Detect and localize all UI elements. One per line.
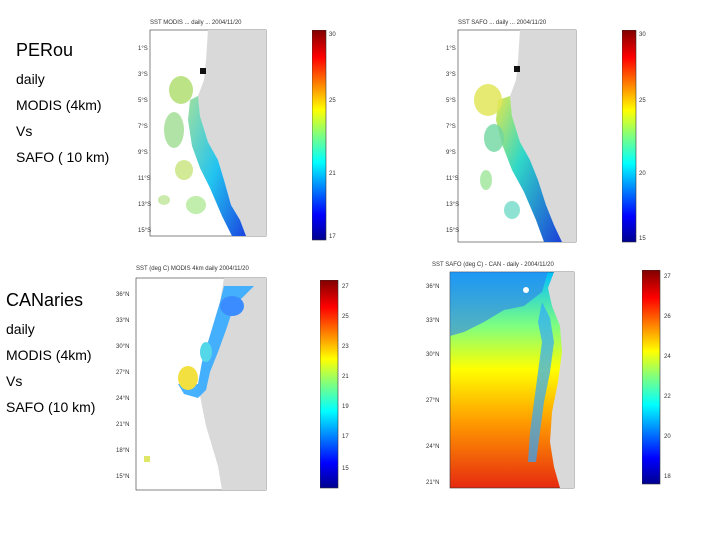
tick-label: 1°S <box>138 46 148 52</box>
tick-label: 11°S <box>446 176 459 182</box>
tick-label: 5°S <box>138 98 148 104</box>
perou-vs: Vs <box>16 123 33 139</box>
tick-label: 5°S <box>446 98 456 104</box>
colorbar-tick: 30 <box>329 32 336 38</box>
tick-label: 13°S <box>138 202 151 208</box>
colorbar-tick: 19 <box>342 404 349 410</box>
map-canaries-modis: SST (deg C) MODIS 4km daily 2004/11/20 3… <box>114 266 364 496</box>
colorbar-tick: 22 <box>664 394 671 400</box>
tick-label: 7°S <box>138 124 148 130</box>
tick-label: 30°N <box>116 344 129 350</box>
tick-label: 15°N <box>116 474 129 480</box>
tick-label: 24°N <box>426 444 439 450</box>
colorbar-tick: 17 <box>342 434 349 440</box>
colorbar-tick: 26 <box>664 314 671 320</box>
map-title: SST SAFO (deg C) - CAN - daily - 2004/11… <box>432 262 554 268</box>
tick-label: 27°N <box>426 398 439 404</box>
colorbar-tick: 25 <box>639 98 646 104</box>
colorbar: 27 26 24 22 20 18 <box>642 270 671 485</box>
tick-label: 24°N <box>116 396 129 402</box>
colorbar-tick: 20 <box>664 434 671 440</box>
tick-label: 15°S <box>446 228 459 234</box>
y-axis-labels: 1°S 3°S 5°S 7°S 9°S 11°S 13°S 15°S <box>138 46 151 234</box>
canaries-title: CANaries <box>6 290 84 310</box>
colorbar-tick: 23 <box>342 344 349 350</box>
colorbar-tick: 27 <box>664 274 671 280</box>
perou-title: PERou <box>16 40 74 60</box>
tick-label: 33°N <box>116 318 129 324</box>
colorbar-tick: 15 <box>639 236 646 242</box>
colorbar: 27 25 23 21 19 17 15 <box>320 280 349 489</box>
canaries-vs: Vs <box>6 373 23 389</box>
tick-label: 36°N <box>426 284 439 290</box>
tick-label: 36°N <box>116 292 129 298</box>
tick-label: 27°N <box>116 370 129 376</box>
colorbar-tick: 18 <box>664 474 671 480</box>
tick-label: 21°N <box>116 422 129 428</box>
map-title: SST SAFO ... daily ... 2004/11/20 <box>458 20 547 26</box>
canaries-modis: MODIS (4km) <box>6 347 92 363</box>
tick-label: 7°S <box>446 124 456 130</box>
canaries-label-block: CANaries daily MODIS (4km) Vs SAFO (10 k… <box>6 290 95 415</box>
tick-label: 11°S <box>138 176 151 182</box>
y-axis-labels: 1°S 3°S 5°S 7°S 9°S 11°S 13°S 15°S <box>446 46 459 234</box>
colorbar: 30 25 21 17 <box>312 30 336 241</box>
colorbar-tick: 21 <box>342 374 349 380</box>
map-peru-modis: SST MODIS ... daily ... 2004/11/20 1°S 3… <box>136 20 336 250</box>
colorbar-tick: 17 <box>329 234 336 240</box>
colorbar-tick: 21 <box>329 171 336 177</box>
tick-label: 9°S <box>446 150 456 156</box>
canaries-safo: SAFO (10 km) <box>6 399 96 415</box>
colorbar-tick: 25 <box>342 314 349 320</box>
perou-modis: MODIS (4km) <box>16 97 102 113</box>
perou-safo: SAFO ( 10 km) <box>16 149 110 165</box>
tick-label: 30°N <box>426 352 439 358</box>
tick-label: 13°S <box>446 202 459 208</box>
perou-label-block: PERou daily MODIS (4km) Vs SAFO ( 10 km) <box>16 40 109 165</box>
colorbar-tick: 15 <box>342 466 349 472</box>
y-axis-labels: 36°N 33°N 30°N 27°N 24°N 21°N <box>426 284 439 486</box>
colorbar: 30 25 20 15 <box>622 30 646 243</box>
map-peru-safo: SST SAFO ... daily ... 2004/11/20 1°S 3°… <box>446 20 656 252</box>
colorbar-tick: 30 <box>639 32 646 38</box>
y-axis-labels: 36°N 33°N 30°N 27°N 24°N 21°N 18°N 15°N <box>116 292 129 480</box>
colorbar-tick: 20 <box>639 171 646 177</box>
tick-label: 15°S <box>138 228 151 234</box>
tick-label: 21°N <box>426 480 439 486</box>
tick-label: 3°S <box>446 72 456 78</box>
colorbar-tick: 27 <box>342 284 349 290</box>
map-title: SST (deg C) MODIS 4km daily 2004/11/20 <box>136 266 249 272</box>
perou-daily: daily <box>16 71 45 87</box>
tick-label: 3°S <box>138 72 148 78</box>
colorbar-tick: 25 <box>329 98 336 104</box>
tick-label: 33°N <box>426 318 439 324</box>
map-title: SST MODIS ... daily ... 2004/11/20 <box>150 20 242 26</box>
map-canaries-safo: SST SAFO (deg C) - CAN - daily - 2004/11… <box>424 262 684 498</box>
canaries-daily: daily <box>6 321 35 337</box>
tick-label: 1°S <box>446 46 456 52</box>
tick-label: 18°N <box>116 448 129 454</box>
tick-label: 9°S <box>138 150 148 156</box>
colorbar-tick: 24 <box>664 354 671 360</box>
